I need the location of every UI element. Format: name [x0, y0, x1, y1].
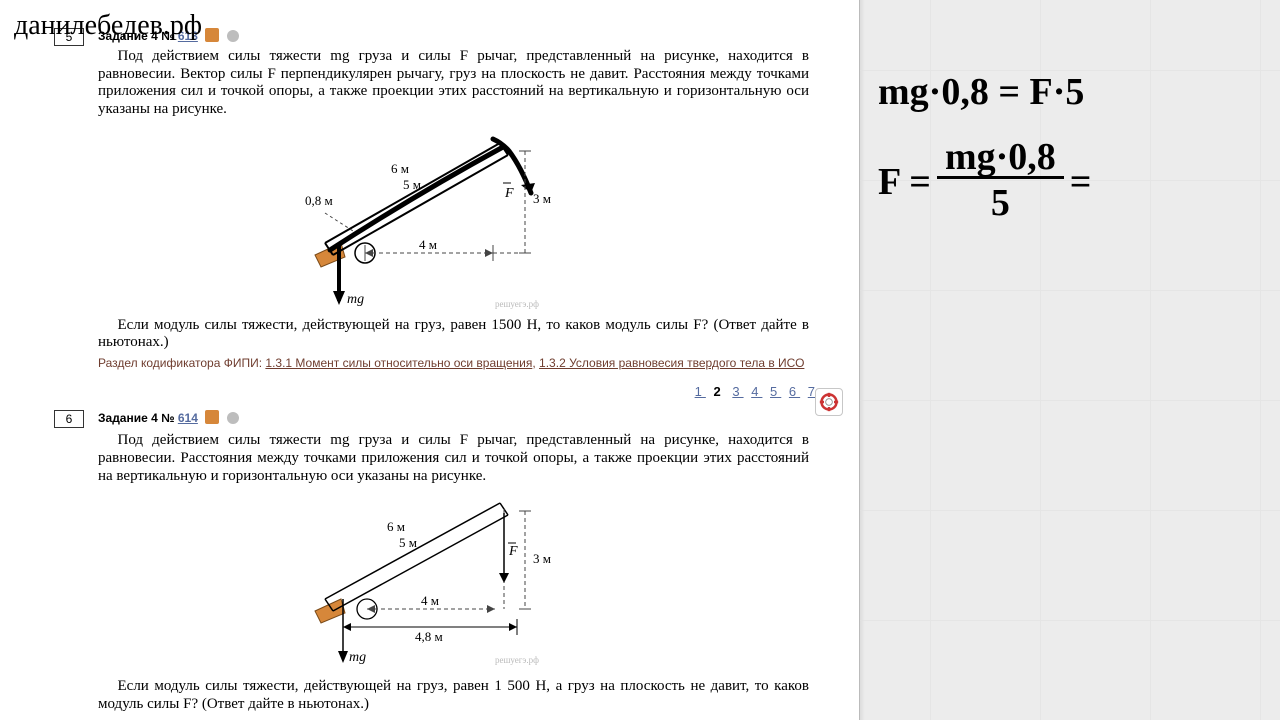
lbl-4m: 4 м [419, 237, 437, 252]
book-icon[interactable] [205, 28, 219, 42]
hw-line2: F = mg·0,8 5 = [878, 138, 1091, 225]
problem-link-613[interactable]: 613 [178, 29, 198, 43]
problem-5: 5 Задание 4 № 613 Под действием силы тяж… [0, 0, 859, 370]
problem-head-6: Задание 4 № 614 [98, 410, 239, 425]
problem-number-6: 6 [54, 410, 84, 428]
page-4[interactable]: 4 [751, 384, 762, 399]
fipi-link-132a[interactable]: 1.3.2 Условия равновесия твердого тела в… [539, 356, 804, 370]
hw-right: = [1070, 160, 1092, 204]
svg-text:F: F [508, 544, 518, 559]
hw-frac-bot: 5 [991, 179, 1010, 225]
page-3[interactable]: 3 [732, 384, 743, 399]
p5-para1: Под действием силы тяжести mg груза и си… [98, 48, 809, 119]
lbl-08: 0,8 м [305, 193, 333, 208]
svg-text:4 м: 4 м [421, 593, 439, 608]
svg-text:4,8 м: 4,8 м [415, 629, 443, 644]
status-dot-icon-6 [227, 412, 239, 424]
svg-text:6 м: 6 м [387, 519, 405, 534]
page-1[interactable]: 1 [695, 384, 706, 399]
svg-text:5 м: 5 м [399, 535, 417, 550]
diagram-5-svg: 0,8 м 6 м 5 м 4 м 3 м F [295, 125, 555, 315]
fig-wm: решуегэ.рф [495, 299, 539, 309]
problem5-text: Под действием силы тяжести mg груза и си… [98, 0, 809, 119]
hw-fraction: mg·0,8 5 [937, 138, 1064, 225]
fipi-prefix: Раздел кодификатора ФИПИ: [98, 356, 265, 370]
page-5[interactable]: 5 [770, 384, 781, 399]
diagram-6-svg: 6 м 5 м 4 м 4,8 м 3 м [295, 491, 555, 676]
head-prefix: Задание 4 № [98, 29, 178, 43]
hw-left: F = [878, 160, 931, 204]
status-dot-icon [227, 30, 239, 42]
head-prefix6: Задание 4 № [98, 411, 178, 425]
page-6[interactable]: 6 [789, 384, 800, 399]
p5-question: Если модуль силы тяжести, действующей на… [98, 317, 809, 352]
content-column: 5 Задание 4 № 613 Под действием силы тяж… [0, 0, 860, 720]
svg-text:решуегэ.рф: решуегэ.рф [495, 655, 539, 665]
page-2-current: 2 [713, 384, 724, 399]
fipi-link-131a[interactable]: 1.3.1 Момент силы относительно оси враще… [265, 356, 532, 370]
p6-para2: Если модуль силы тяжести, действующей на… [98, 678, 809, 713]
hw-line1: mg·0,8 = F·5 [878, 70, 1091, 114]
problem-6: 6 Задание 4 № 614 Под действием силы тяж… [0, 410, 859, 720]
p5-fipi: Раздел кодификатора ФИПИ: 1.3.1 Момент с… [98, 356, 809, 370]
problem-link-614[interactable]: 614 [178, 411, 198, 425]
problem-head-5: Задание 4 № 613 [98, 28, 239, 43]
svg-text:3 м: 3 м [533, 551, 551, 566]
lbl-6m: 6 м [391, 161, 409, 176]
hw-frac-top: mg·0,8 [937, 138, 1064, 179]
book-icon-6[interactable] [205, 410, 219, 424]
problem6-figure: 6 м 5 м 4 м 4,8 м 3 м [0, 491, 849, 676]
lbl-F: F [504, 186, 514, 201]
handwriting: mg·0,8 = F·5 F = mg·0,8 5 = [878, 70, 1091, 225]
whiteboard-column: mg·0,8 = F·5 F = mg·0,8 5 = [860, 0, 1280, 720]
pagination: 1 2 3 4 5 6 7 [695, 384, 819, 399]
p5-para2: Если модуль силы тяжести, действующей на… [98, 317, 809, 352]
p6-para1: Под действием силы тяжести mg груза и си… [98, 432, 809, 485]
svg-text:mg: mg [349, 650, 366, 665]
problem5-figure: 0,8 м 6 м 5 м 4 м 3 м F [0, 125, 849, 315]
lbl-3m: 3 м [533, 191, 551, 206]
p6-question: Если модуль силы тяжести, действующей на… [98, 678, 809, 713]
lbl-5m: 5 м [403, 177, 421, 192]
lbl-mg: mg [347, 292, 364, 307]
problem-number-5: 5 [54, 28, 84, 46]
